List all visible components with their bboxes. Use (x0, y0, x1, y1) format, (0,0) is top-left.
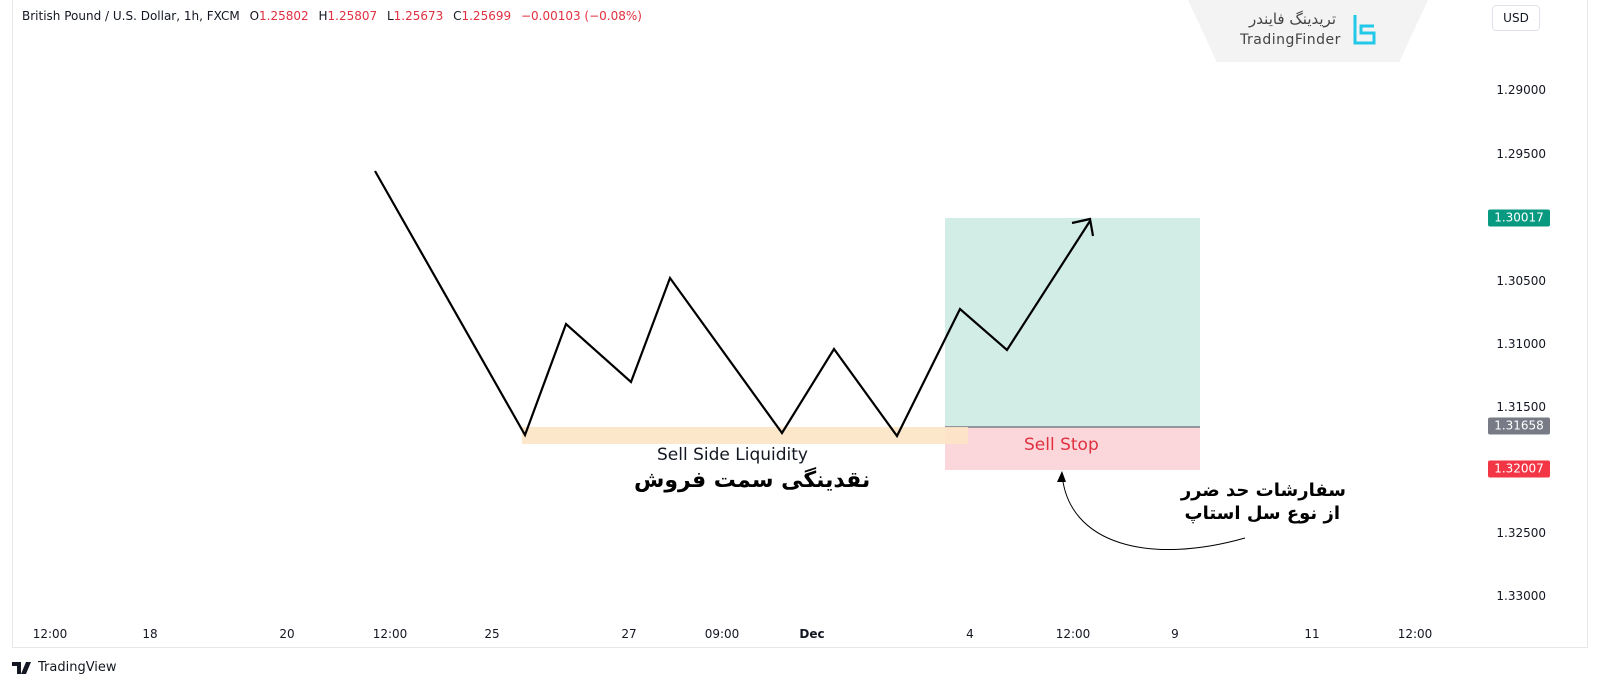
symbol-legend: British Pound / U.S. Dollar, 1h, FXCM O1… (22, 9, 642, 23)
currency-button[interactable]: USD (1492, 5, 1540, 31)
chart-pane[interactable] (12, 0, 1588, 648)
time-tick: 11 (1304, 627, 1320, 641)
logo-watermark (1188, 0, 1428, 62)
target-price-badge: 1.30017 (1488, 209, 1550, 227)
tradingview-logo-icon (12, 661, 31, 674)
stop-price-badge: 1.32007 (1488, 460, 1550, 478)
price-tick: 1.30500 (1496, 274, 1546, 288)
symbol-name[interactable]: British Pound / U.S. Dollar, 1h, FXCM (22, 9, 240, 23)
liquidity-zone (522, 427, 968, 444)
logo-text-en: TradingFinder (1240, 32, 1341, 48)
time-tick: 12:00 (1397, 627, 1433, 641)
open-value: 1.25802 (259, 9, 309, 23)
price-tick: 1.33000 (1496, 589, 1546, 603)
tradingview-branding[interactable]: TradingView (12, 660, 117, 675)
time-tick: 12:00 (32, 627, 68, 641)
target-zone (945, 218, 1200, 427)
price-path (374, 170, 1091, 439)
high-value: 1.25807 (327, 9, 378, 23)
time-tick: Dec (799, 627, 825, 641)
arrow-head-icon (1071, 217, 1095, 237)
time-tick: 9 (1171, 627, 1179, 641)
stop-orders-note-2: از نوع سل استاپ (1184, 503, 1340, 524)
price-tick: 1.32500 (1496, 526, 1546, 540)
entry-price-badge: 1.31658 (1488, 417, 1550, 435)
time-tick: 18 (142, 627, 158, 641)
tradingfinder-logo-icon (1353, 15, 1376, 45)
time-tick: 12:00 (372, 627, 408, 641)
stop-orders-note-1: سفارشات حد ضرر (1180, 480, 1346, 501)
sell-stop-label: Sell Stop (1024, 435, 1099, 455)
time-tick: 27 (621, 627, 637, 641)
time-tick: 09:00 (704, 627, 740, 641)
logo-text-fa: تریدینگ فایندر (1249, 10, 1336, 28)
change-value: −0.00103 (−0.08%) (520, 9, 642, 23)
time-tick: 12:00 (1055, 627, 1091, 641)
price-tick: 1.31000 (1496, 337, 1546, 351)
curved-arrow (1061, 473, 1246, 550)
liquidity-label-en: Sell Side Liquidity (657, 445, 808, 465)
stop-zone (945, 427, 1200, 470)
time-tick: 4 (966, 627, 974, 641)
time-tick: 25 (484, 627, 500, 641)
close-value: 1.25699 (461, 9, 512, 23)
curved-arrow-head-icon (1057, 471, 1066, 482)
low-value: 1.25673 (393, 9, 444, 23)
price-tick: 1.29500 (1496, 147, 1546, 161)
time-tick: 20 (279, 627, 295, 641)
price-tick: 1.29000 (1496, 83, 1546, 97)
liquidity-label-fa: نقدینگی سمت فروش (634, 468, 871, 493)
price-tick: 1.31500 (1496, 400, 1546, 414)
